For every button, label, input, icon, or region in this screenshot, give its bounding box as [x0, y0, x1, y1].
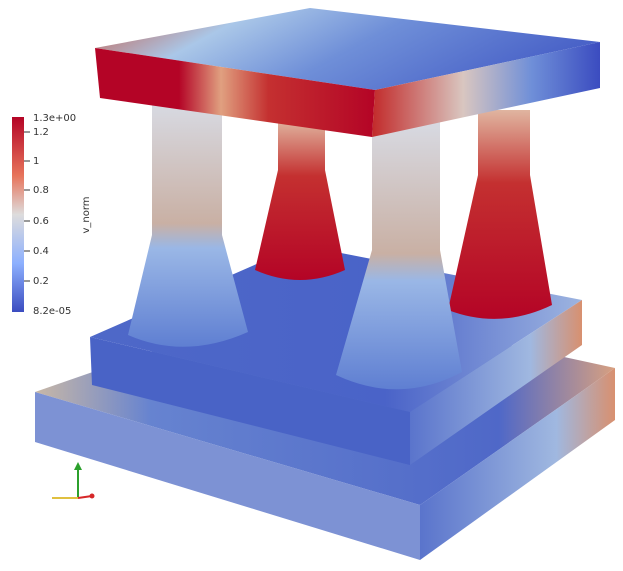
column	[255, 120, 345, 280]
axes-triad	[52, 462, 95, 499]
tick-label: 1	[33, 156, 39, 167]
column	[336, 118, 462, 389]
tick-label: 8.2e-05	[33, 306, 71, 317]
tick-label: 0.2	[33, 276, 49, 287]
column	[128, 100, 248, 347]
colorbar-ticks: 1.3e+00 1.2 1 0.8 0.6 0.4 0.2 8.2e-05	[24, 113, 76, 317]
colorbar-title: v_norm	[81, 196, 92, 233]
colorbar	[12, 117, 24, 312]
tick-label: 1.2	[33, 127, 49, 138]
viewport: 1.3e+00 1.2 1 0.8 0.6 0.4 0.2 8.2e-05 v_norm	[0, 0, 623, 567]
column	[448, 110, 552, 319]
tick-label: 0.6	[33, 216, 49, 227]
tick-label: 0.8	[33, 185, 49, 196]
tick-label: 1.3e+00	[33, 113, 76, 124]
tick-label: 0.4	[33, 246, 49, 257]
